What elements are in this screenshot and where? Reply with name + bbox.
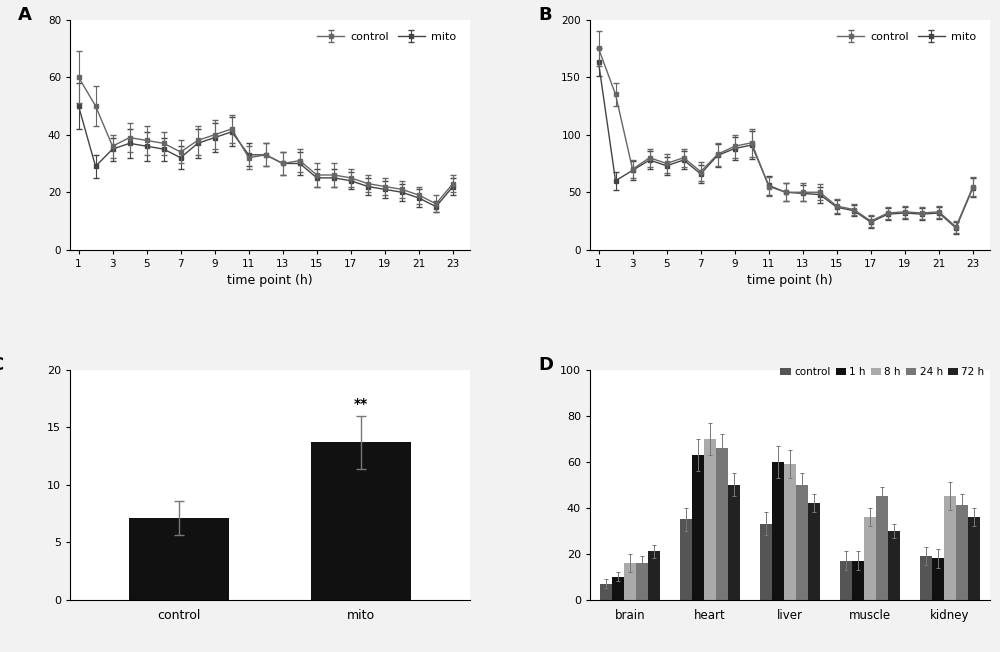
- Bar: [808, 503, 820, 600]
- Bar: [760, 524, 772, 600]
- Legend: control, 1 h, 8 h, 24 h, 72 h: control, 1 h, 8 h, 24 h, 72 h: [776, 363, 989, 381]
- Bar: [624, 563, 636, 600]
- Bar: [876, 496, 888, 600]
- Bar: [728, 484, 740, 600]
- Legend: control, mito: control, mito: [312, 27, 460, 46]
- Bar: [636, 563, 648, 600]
- Bar: [864, 517, 876, 600]
- X-axis label: time point (h): time point (h): [747, 274, 833, 288]
- Text: **: **: [354, 397, 368, 411]
- Bar: [796, 484, 808, 600]
- Bar: [784, 464, 796, 600]
- Bar: [704, 439, 716, 600]
- Legend: control, mito: control, mito: [832, 27, 980, 46]
- Text: B: B: [538, 6, 552, 23]
- Text: C: C: [0, 356, 3, 374]
- Bar: [692, 455, 704, 600]
- Bar: [612, 577, 624, 600]
- Bar: [129, 518, 229, 600]
- Bar: [680, 519, 692, 600]
- Bar: [852, 561, 864, 600]
- Bar: [311, 442, 411, 600]
- Bar: [716, 448, 728, 600]
- X-axis label: time point (h): time point (h): [227, 274, 313, 288]
- Bar: [840, 561, 852, 600]
- Bar: [944, 496, 956, 600]
- Text: A: A: [18, 6, 32, 23]
- Bar: [600, 584, 612, 600]
- Bar: [888, 531, 900, 600]
- Bar: [956, 505, 968, 600]
- Text: D: D: [538, 356, 553, 374]
- Bar: [932, 558, 944, 600]
- Bar: [648, 552, 660, 600]
- Bar: [772, 462, 784, 600]
- Bar: [920, 556, 932, 600]
- Bar: [968, 517, 980, 600]
